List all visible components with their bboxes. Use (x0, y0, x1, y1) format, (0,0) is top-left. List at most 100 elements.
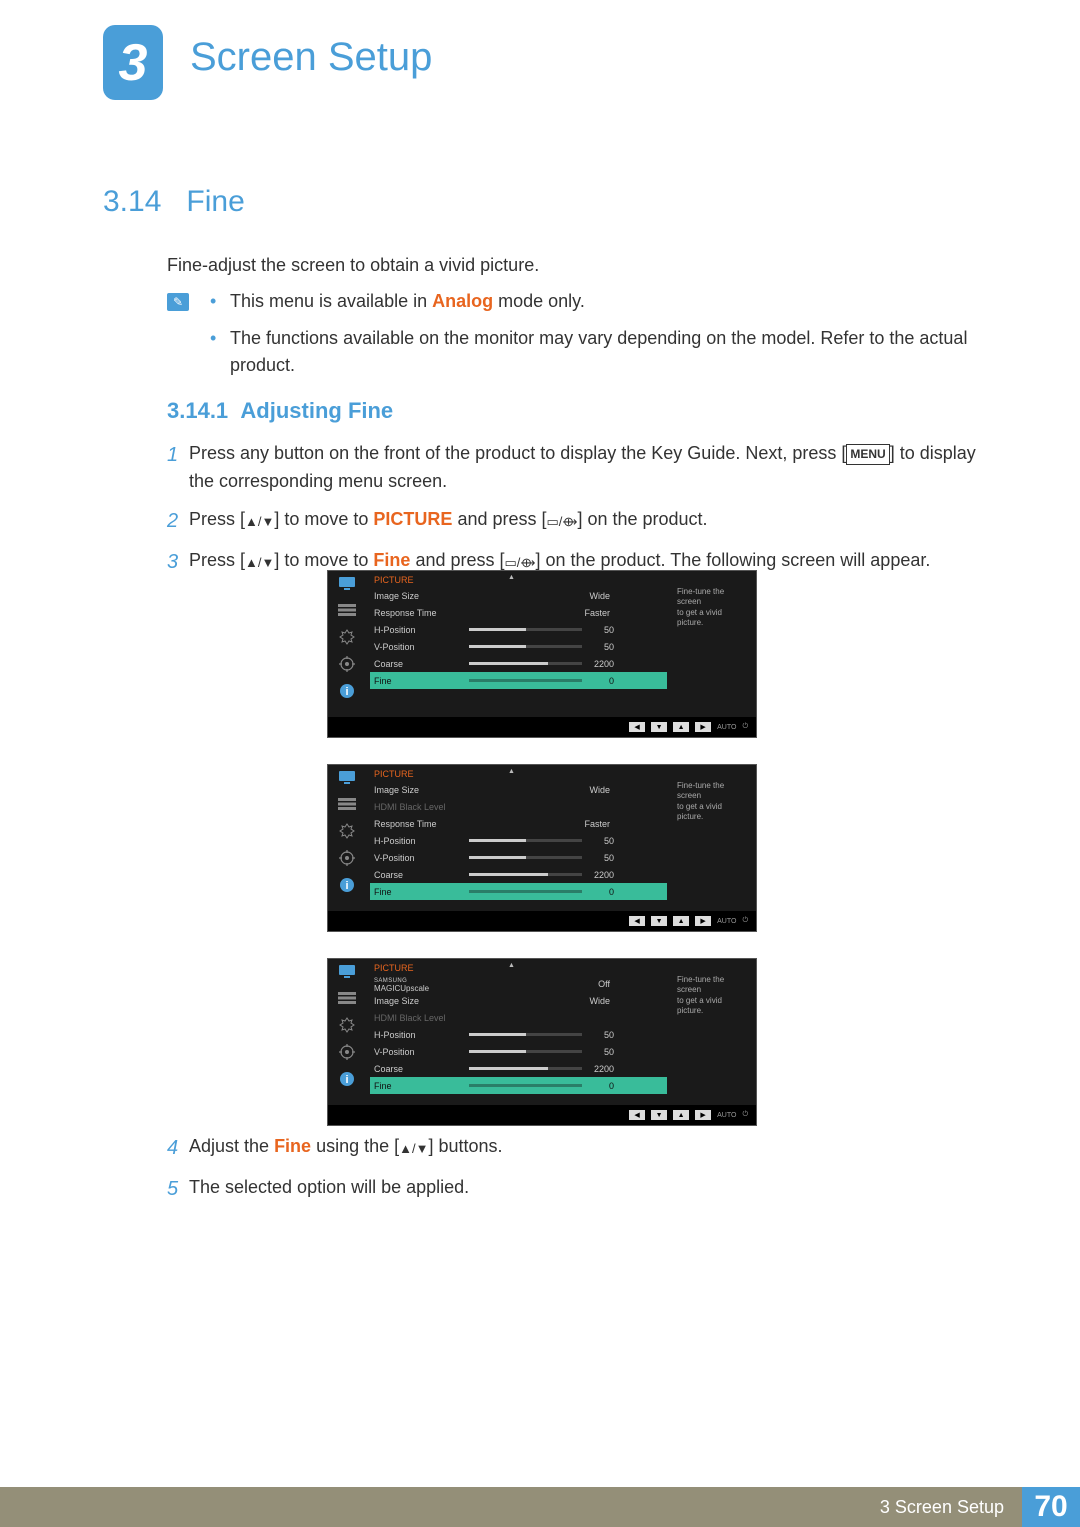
osd-row-label: Response Time (374, 819, 469, 829)
osd-sidebar-icon (335, 655, 359, 673)
osd-row: Response TimeFaster (374, 604, 663, 621)
osd-slider: 0 (469, 1081, 614, 1091)
osd-nav-right-icon: ▶ (695, 916, 711, 926)
step-1: 1 Press any button on the front of the p… (167, 440, 987, 496)
osd-power-icon: ⏻ (742, 722, 748, 732)
osd-sidebar-icon: i (335, 1070, 359, 1088)
osd-row: Fine0 (370, 883, 667, 900)
osd-row: Coarse2200 (374, 1060, 663, 1077)
osd-row: Response TimeFaster (374, 815, 663, 832)
osd-row: V-Position50 (374, 638, 663, 655)
scroll-up-icon: ▲ (508, 962, 515, 969)
intro-text: Fine-adjust the screen to obtain a vivid… (167, 255, 539, 276)
menu-button-label: MENU (846, 444, 889, 465)
up-down-icon: ▲/▼ (245, 553, 274, 573)
section-heading: 3.14 Fine (103, 185, 245, 219)
osd-menu-title: PICTURE (374, 769, 663, 779)
osd-screen-2: i PICTURE ▲ Image SizeWide HDMI Black Lev… (327, 764, 757, 932)
osd-nav-left-icon: ◀ (629, 916, 645, 926)
chapter-number: 3 (119, 33, 148, 93)
osd-row-label: Fine (374, 887, 469, 897)
steps-top: 1 Press any button on the front of the p… (167, 440, 987, 588)
osd-sidebar-icon (335, 601, 359, 619)
osd-screen-1: i PICTURE ▲ Image SizeWideResponse TimeF… (327, 570, 757, 738)
scroll-up-icon: ▲ (508, 768, 515, 775)
osd-auto-label: AUTO (717, 722, 736, 732)
osd-row-label: Coarse (374, 870, 469, 880)
osd-row: HDMI Black Level (374, 798, 663, 815)
osd-row-label: Fine (374, 1081, 469, 1091)
osd-power-icon: ⏻ (742, 916, 748, 926)
osd-row-label: V-Position (374, 1047, 469, 1057)
osd-sidebar-icon (335, 795, 359, 813)
osd-screen-3: i PICTURE ▲ SAMSUNGMAGICUpscaleOffImage … (327, 958, 757, 1126)
osd-row-label: SAMSUNGMAGICUpscale (374, 975, 469, 993)
osd-row: Fine0 (370, 1077, 667, 1094)
osd-row: Coarse2200 (374, 866, 663, 883)
osd-row-label: Image Size (374, 996, 469, 1006)
osd-slider: 50 (469, 853, 614, 863)
page-footer: 3 Screen Setup 70 (0, 1487, 1080, 1527)
osd-nav-down-icon: ▼ (651, 1110, 667, 1120)
scroll-up-icon: ▲ (508, 574, 515, 581)
osd-sidebar-icon (335, 1016, 359, 1034)
step-4: 4 Adjust the Fine using the [▲/▼] button… (167, 1133, 987, 1164)
osd-help-text: Fine-tune the screento get a vivid pictu… (671, 571, 756, 717)
svg-text:i: i (345, 880, 348, 892)
osd-row-label: Coarse (374, 1064, 469, 1074)
osd-auto-label: AUTO (717, 1110, 736, 1120)
osd-sidebar-icon (335, 628, 359, 646)
osd-row-label: Image Size (374, 785, 469, 795)
osd-sidebar-icon (335, 849, 359, 867)
osd-slider: 50 (469, 1047, 614, 1057)
source-enter-icon: ▭/⟴ (547, 512, 578, 532)
osd-menu-title: PICTURE (374, 575, 663, 585)
osd-sidebar: i (328, 765, 366, 911)
osd-row-value: Wide (469, 996, 614, 1006)
section-number: 3.14 (103, 185, 161, 218)
osd-row-value: Faster (469, 819, 614, 829)
osd-slider: 50 (469, 1030, 614, 1040)
osd-nav-up-icon: ▲ (673, 722, 689, 732)
osd-row-value: Faster (469, 608, 614, 618)
step-2: 2 Press [▲/▼] to move to PICTURE and pre… (167, 506, 987, 537)
osd-slider: 2200 (469, 659, 614, 669)
osd-row: Fine0 (370, 672, 667, 689)
osd-row-label: Image Size (374, 591, 469, 601)
osd-row-label: H-Position (374, 1030, 469, 1040)
osd-menu-title: PICTURE (374, 963, 663, 973)
page-number: 70 (1022, 1487, 1080, 1527)
osd-sidebar-icon (335, 962, 359, 980)
osd-row-label: Fine (374, 676, 469, 686)
osd-menu: PICTURE ▲ Image SizeWideResponse TimeFas… (366, 571, 671, 717)
osd-bottom-bar: ◀ ▼ ▲ ▶ AUTO ⏻ (328, 911, 756, 931)
steps-bottom: 4 Adjust the Fine using the [▲/▼] button… (167, 1133, 987, 1215)
subsection-heading: 3.14.1 Adjusting Fine (167, 398, 393, 424)
osd-row-value: Wide (469, 785, 614, 795)
osd-slider: 50 (469, 625, 614, 635)
osd-nav-up-icon: ▲ (673, 1110, 689, 1120)
osd-slider: 2200 (469, 1064, 614, 1074)
osd-row: V-Position50 (374, 849, 663, 866)
osd-sidebar-icon (335, 574, 359, 592)
osd-bottom-bar: ◀ ▼ ▲ ▶ AUTO ⏻ (328, 717, 756, 737)
osd-row: H-Position50 (374, 1026, 663, 1043)
osd-row: Image SizeWide (374, 992, 663, 1009)
osd-slider: 0 (469, 676, 614, 686)
osd-sidebar-icon: i (335, 876, 359, 894)
osd-row: V-Position50 (374, 1043, 663, 1060)
note-list: This menu is available in Analog mode on… (206, 288, 976, 389)
osd-sidebar-icon (335, 989, 359, 1007)
osd-bottom-bar: ◀ ▼ ▲ ▶ AUTO ⏻ (328, 1105, 756, 1125)
osd-row-label: H-Position (374, 836, 469, 846)
osd-sidebar-icon: i (335, 682, 359, 700)
osd-sidebar-icon (335, 768, 359, 786)
chapter-title: Screen Setup (190, 35, 432, 80)
osd-nav-left-icon: ◀ (629, 722, 645, 732)
footer-text: 3 Screen Setup (880, 1497, 1004, 1518)
osd-row-label: V-Position (374, 642, 469, 652)
osd-help-text: Fine-tune the screento get a vivid pictu… (671, 959, 756, 1105)
osd-power-icon: ⏻ (742, 1110, 748, 1120)
osd-auto-label: AUTO (717, 916, 736, 926)
osd-row: H-Position50 (374, 832, 663, 849)
